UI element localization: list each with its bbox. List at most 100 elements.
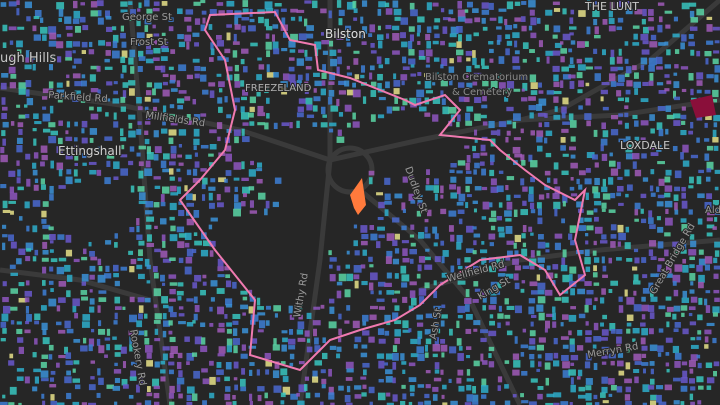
building	[298, 16, 302, 22]
building	[257, 57, 262, 61]
building	[361, 234, 369, 240]
building	[1, 112, 7, 120]
building	[496, 129, 501, 136]
building	[498, 16, 503, 24]
building	[456, 377, 462, 384]
building	[169, 168, 174, 175]
building	[648, 9, 654, 16]
building	[217, 328, 225, 333]
building	[594, 216, 599, 222]
building	[706, 168, 712, 173]
building	[168, 66, 174, 71]
building	[616, 360, 624, 367]
building	[601, 346, 610, 352]
building	[657, 264, 662, 272]
building	[129, 344, 135, 352]
building	[530, 130, 535, 136]
building	[146, 152, 154, 160]
building	[656, 82, 664, 86]
building	[528, 154, 533, 162]
building	[66, 392, 72, 400]
building	[608, 393, 613, 397]
building	[649, 289, 654, 297]
building	[168, 369, 174, 375]
building	[193, 232, 198, 237]
building	[386, 402, 394, 405]
building	[354, 336, 362, 343]
building	[689, 2, 697, 7]
building	[144, 168, 153, 177]
building	[450, 400, 458, 405]
building	[624, 105, 629, 110]
building	[473, 240, 477, 246]
building	[392, 217, 400, 223]
building	[66, 169, 72, 175]
building	[378, 1, 386, 8]
building	[344, 289, 351, 298]
building	[665, 362, 670, 367]
building	[410, 224, 415, 230]
building	[192, 58, 200, 63]
building	[320, 401, 324, 405]
building	[656, 66, 663, 70]
building	[593, 394, 598, 400]
building	[226, 24, 232, 28]
building	[146, 33, 153, 39]
building	[10, 288, 19, 294]
building	[392, 50, 400, 55]
building	[129, 49, 136, 58]
building	[65, 352, 72, 359]
building	[233, 345, 238, 354]
building	[465, 248, 474, 253]
building	[296, 58, 304, 66]
building	[578, 217, 584, 224]
building	[281, 88, 288, 95]
building	[696, 354, 701, 359]
building	[512, 65, 521, 70]
building	[161, 114, 168, 120]
building	[562, 201, 566, 207]
building	[90, 328, 95, 333]
building	[58, 120, 63, 126]
building	[41, 210, 47, 218]
building	[136, 218, 140, 226]
building	[169, 353, 174, 358]
building	[649, 312, 655, 319]
building	[56, 402, 65, 405]
building	[232, 394, 236, 400]
building	[593, 208, 598, 213]
building	[594, 162, 599, 168]
building	[162, 241, 166, 248]
building	[98, 320, 102, 327]
building	[520, 16, 526, 22]
building	[264, 88, 269, 94]
building	[186, 352, 194, 361]
building	[576, 58, 583, 64]
building	[505, 257, 511, 261]
building	[264, 122, 269, 130]
building	[9, 40, 14, 45]
building	[544, 121, 550, 128]
building	[384, 330, 390, 336]
building	[480, 329, 489, 334]
building	[713, 361, 720, 367]
building	[458, 385, 465, 392]
building	[65, 234, 72, 243]
building	[217, 266, 224, 272]
building	[176, 290, 184, 296]
highlight-area	[350, 178, 366, 215]
building	[72, 298, 80, 307]
building	[362, 96, 367, 104]
building	[625, 0, 632, 7]
building	[40, 17, 44, 23]
building	[417, 401, 424, 405]
building	[168, 320, 173, 326]
building	[216, 194, 221, 201]
building	[697, 362, 702, 369]
building	[545, 130, 553, 137]
building	[18, 216, 23, 221]
building	[392, 394, 398, 402]
building	[146, 234, 152, 242]
building	[674, 321, 681, 328]
building	[394, 337, 400, 344]
